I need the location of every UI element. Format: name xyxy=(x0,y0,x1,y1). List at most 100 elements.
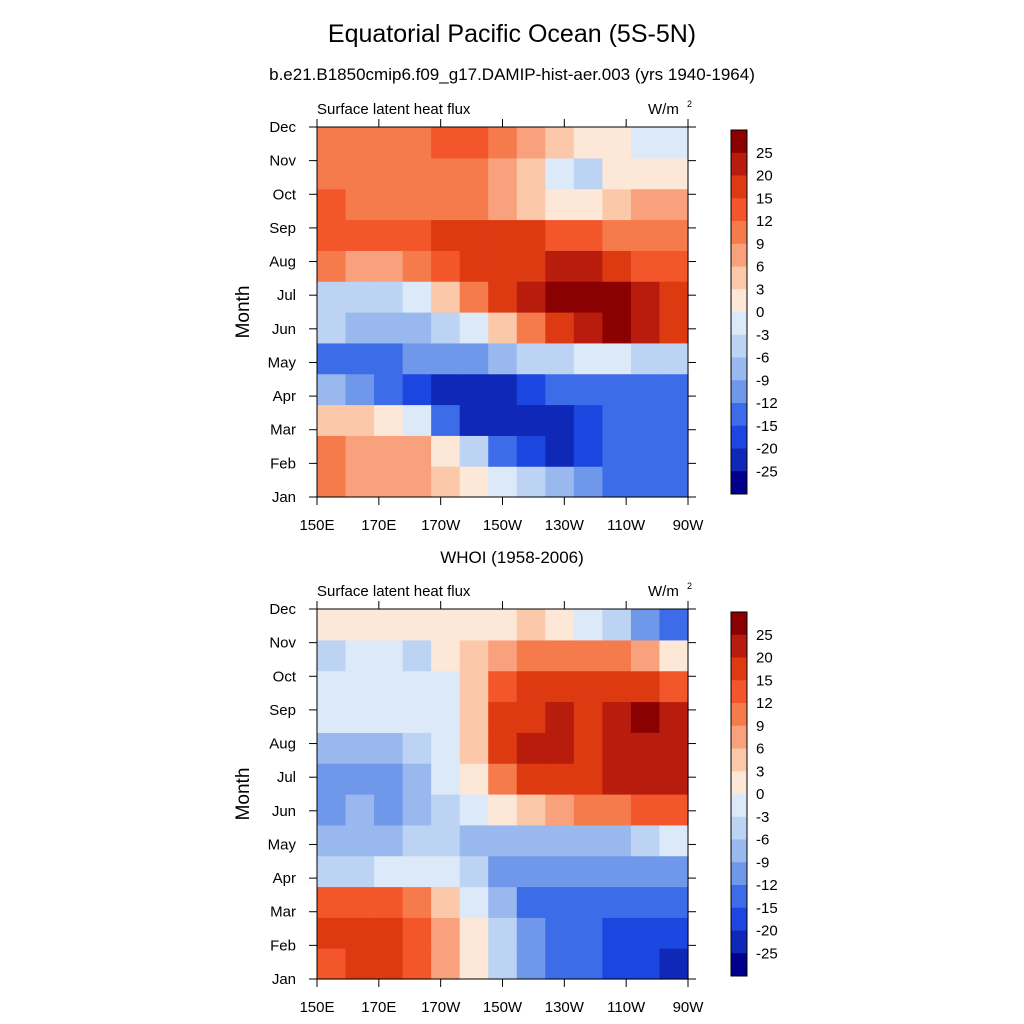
colorbar-label: -12 xyxy=(756,395,778,412)
heatmap-cell-may-130w xyxy=(545,824,575,857)
heatmap-cell-feb-150e xyxy=(317,435,347,467)
heatmap-cell-apr-150w xyxy=(488,855,518,888)
heatmap-cell-dec-140w xyxy=(516,127,546,159)
x-tick-label: 150W xyxy=(483,999,523,1016)
heatmap-cell-jan-160w xyxy=(459,948,489,980)
heatmap-cell-oct-170e xyxy=(374,188,404,221)
heatmap-cell-sep-170e xyxy=(374,219,404,251)
y-axis-label: Month xyxy=(233,286,254,339)
heatmap-cell-may-160e xyxy=(345,342,375,375)
heatmap-cell-feb-90w xyxy=(659,435,689,467)
colorbar-label: 6 xyxy=(756,741,764,758)
units-label: W/m xyxy=(648,101,679,118)
heatmap-cell-apr-120w xyxy=(573,373,603,406)
heatmap-cell-may-160w xyxy=(459,342,489,375)
heatmap-cell-aug-140w xyxy=(516,732,546,764)
heatmap-cell-sep-110w xyxy=(602,219,632,251)
heatmap-cell-feb-140w xyxy=(516,917,546,949)
heatmap-cell-aug-180 xyxy=(402,250,432,282)
heatmap-cell-apr-90w xyxy=(659,373,689,406)
heatmap-cell-feb-160e xyxy=(345,917,375,949)
colorbar-box xyxy=(731,816,747,840)
heatmap-cell-dec-160w xyxy=(459,609,489,641)
heatmap-cell-jan-150e xyxy=(317,466,347,498)
heatmap-cell-jan-110w xyxy=(602,948,632,980)
heatmap-cell-apr-100w xyxy=(630,855,661,888)
heatmap-cell-apr-150e xyxy=(317,855,347,888)
heatmap-cell-mar-180 xyxy=(402,886,432,918)
heatmap-cell-feb-170e xyxy=(374,435,404,467)
heatmap-cell-jun-170e xyxy=(374,794,404,826)
heatmap-cell-mar-100w xyxy=(630,886,661,918)
heatmap-cell-feb-130w xyxy=(545,917,575,949)
colorbar-label: -6 xyxy=(756,832,769,849)
heatmap-cell-jun-160w xyxy=(459,312,489,344)
heatmap-cell-jun-90w xyxy=(659,794,689,826)
colorbar-box xyxy=(731,612,747,636)
colorbar-box xyxy=(731,771,747,795)
heatmap-cell-apr-100w xyxy=(630,373,661,406)
heatmap-cell-may-110w xyxy=(602,342,632,375)
x-tick-label: 150E xyxy=(299,517,334,534)
heatmap-cell-jul-130w xyxy=(545,763,575,795)
y-tick-label: May xyxy=(268,836,297,853)
heatmap-cell-jun-170e xyxy=(374,312,404,344)
heatmap-cell-oct-90w xyxy=(659,670,689,703)
heatmap-cell-apr-120w xyxy=(573,855,603,888)
heatmap-cell-apr-170w xyxy=(431,855,461,888)
heatmap-cell-sep-130w xyxy=(545,219,575,251)
heatmap-cell-mar-120w xyxy=(573,404,603,436)
colorbar-box xyxy=(731,930,747,954)
heatmap-cell-mar-130w xyxy=(545,886,575,918)
heatmap-cell-may-150w xyxy=(488,342,518,375)
heatmap-cell-apr-180 xyxy=(402,855,432,888)
heatmap-cell-nov-140w xyxy=(516,157,546,190)
heatmap-cell-apr-110w xyxy=(602,855,632,888)
heatmap-cell-jun-120w xyxy=(573,794,603,826)
heatmap-cell-sep-150w xyxy=(488,219,518,251)
heatmap-cell-sep-170w xyxy=(431,701,461,733)
heatmap-cell-jan-150w xyxy=(488,948,518,980)
heatmap-cell-may-90w xyxy=(659,342,689,375)
heatmap-cell-mar-90w xyxy=(659,886,689,918)
colorbar-box xyxy=(731,403,747,427)
colorbar-box xyxy=(731,657,747,681)
heatmap-cell-apr-150e xyxy=(317,373,347,406)
heatmap-cell-jan-170w xyxy=(431,466,461,498)
heatmap-cell-nov-180 xyxy=(402,639,432,672)
heatmap-cell-sep-130w xyxy=(545,701,575,733)
heatmap-cell-may-150w xyxy=(488,824,518,857)
colorbar-label: -9 xyxy=(756,854,769,871)
heatmap-cell-nov-120w xyxy=(573,639,603,672)
heatmap-cell-jun-150w xyxy=(488,312,518,344)
heatmap-cell-oct-180 xyxy=(402,670,432,703)
heatmap-cell-sep-120w xyxy=(573,219,603,251)
heatmap-cell-dec-150e xyxy=(317,609,347,641)
heatmap-cell-mar-160e xyxy=(345,886,375,918)
heatmap-cell-may-110w xyxy=(602,824,632,857)
heatmap-cell-jan-170w xyxy=(431,948,461,980)
units-exponent: 2 xyxy=(687,99,692,109)
heatmap-cell-jul-170e xyxy=(374,763,404,795)
y-tick-label: May xyxy=(268,354,297,371)
panel-1: 150E 170E 170W 150W 130W 110W 90W Jan Feb Mar Apr M… xyxy=(233,99,778,534)
colorbar-box xyxy=(731,380,747,404)
heatmap-cell-jul-170w xyxy=(431,763,461,795)
heatmap-cell-aug-160e xyxy=(345,250,375,282)
heatmap-cell-may-140w xyxy=(516,824,546,857)
y-axis-label: Month xyxy=(233,768,254,821)
heatmap-cell-feb-110w xyxy=(602,435,632,467)
heatmap-cell-oct-170w xyxy=(431,670,461,703)
heatmap-cell-jan-140w xyxy=(516,948,546,980)
heatmap-cell-jun-180 xyxy=(402,312,432,344)
heatmap-cell-mar-160w xyxy=(459,886,489,918)
heatmap-cell-dec-120w xyxy=(573,609,603,641)
colorbar-label: 20 xyxy=(756,650,773,667)
heatmap-cell-jan-90w xyxy=(659,466,689,498)
colorbar-label: 9 xyxy=(756,236,764,253)
colorbar-box xyxy=(731,794,747,818)
heatmap-cell-aug-170w xyxy=(431,732,461,764)
heatmap-cell-sep-110w xyxy=(602,701,632,733)
